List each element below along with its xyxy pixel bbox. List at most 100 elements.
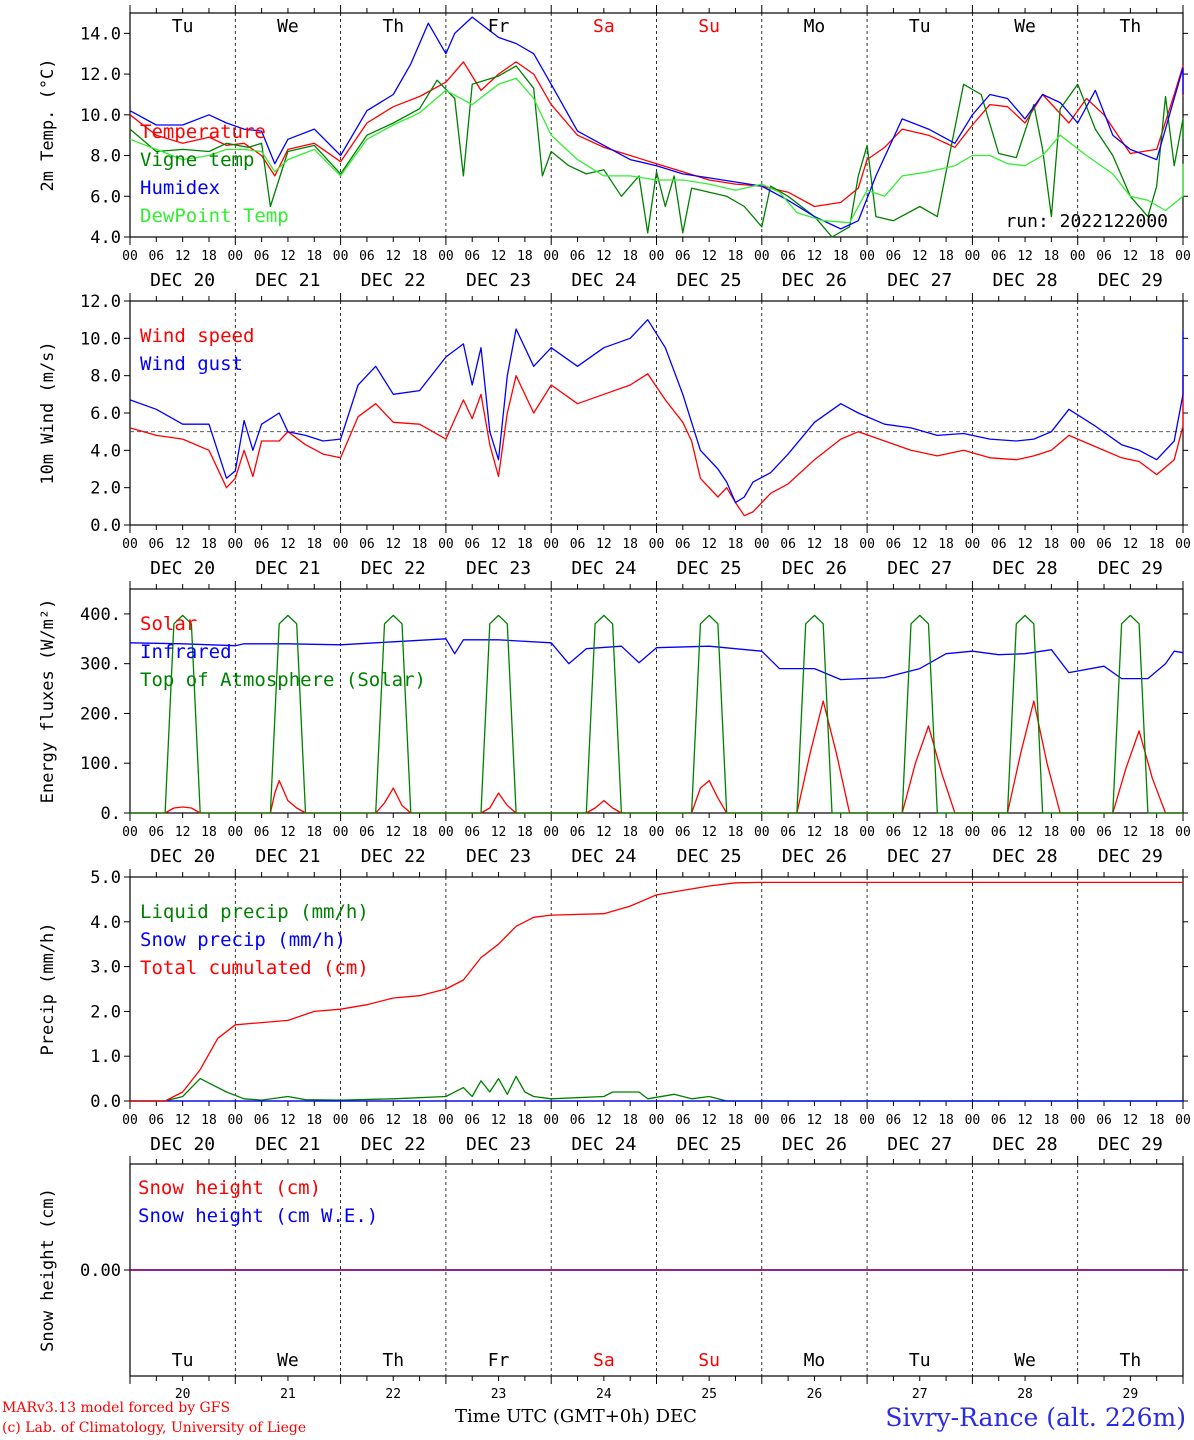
hour-tick-label: 18 <box>412 249 428 264</box>
hour-tick-label: 06 <box>780 1113 796 1128</box>
y-tick-label: 8.0 <box>90 147 121 167</box>
panel-frame <box>129 12 1184 238</box>
hour-tick-label: 00 <box>649 1113 665 1128</box>
weekday-label: Tu <box>172 16 194 37</box>
date-label: DEC 28 <box>993 1134 1058 1155</box>
hour-tick-label: 00 <box>859 537 875 552</box>
series-line <box>130 614 1183 814</box>
hour-tick-label: 00 <box>754 537 770 552</box>
hour-tick-label: 06 <box>780 249 796 264</box>
hour-tick-label: 12 <box>491 249 507 264</box>
hour-tick-label: 12 <box>596 249 612 264</box>
hour-tick-label: 12 <box>1017 1113 1033 1128</box>
hour-tick-label: 12 <box>807 537 823 552</box>
hour-tick-label: 06 <box>675 249 691 264</box>
weekday-label: We <box>277 16 299 37</box>
legend-entry: Humidex <box>140 177 220 199</box>
date-label: DEC 21 <box>255 270 320 291</box>
hour-tick-label: 06 <box>675 1113 691 1128</box>
hour-tick-label: 00 <box>649 249 665 264</box>
hour-tick-label: 18 <box>306 1113 322 1128</box>
hour-tick-label: 12 <box>1123 537 1139 552</box>
weekday-label: Th <box>1120 1350 1142 1371</box>
weekday-label: Su <box>698 16 720 37</box>
hour-tick-label: 06 <box>148 1113 164 1128</box>
hour-tick-label: 18 <box>622 249 638 264</box>
y-tick-label: 5.0 <box>90 868 121 888</box>
hour-tick-label: 12 <box>912 825 928 840</box>
hour-tick-label: 18 <box>517 249 533 264</box>
hour-tick-label: 18 <box>833 537 849 552</box>
hour-tick-label: 18 <box>728 825 744 840</box>
hour-tick-label: 12 <box>701 537 717 552</box>
hour-tick-label: 18 <box>201 1113 217 1128</box>
date-label: DEC 22 <box>361 558 426 579</box>
date-label: DEC 27 <box>887 846 952 867</box>
date-label: DEC 21 <box>255 1134 320 1155</box>
hour-tick-label: 12 <box>385 1113 401 1128</box>
legend-entry: Vigne temp <box>140 149 254 171</box>
weekday-label: Th <box>382 1350 404 1371</box>
y-tick-label: 400. <box>80 605 121 625</box>
y-tick-label: 8.0 <box>90 367 121 387</box>
hour-tick-label: 06 <box>254 1113 270 1128</box>
hour-tick-label: 06 <box>464 249 480 264</box>
hour-tick-label: 00 <box>438 825 454 840</box>
hour-tick-label: 18 <box>938 1113 954 1128</box>
hour-tick-label: 12 <box>596 1113 612 1128</box>
y-tick-label: 12.0 <box>80 65 121 85</box>
hour-tick-label: 12 <box>175 537 191 552</box>
y-axis-label: Snow height (cm) <box>38 1188 58 1352</box>
hour-tick-label: 00 <box>543 825 559 840</box>
hour-tick-label: 06 <box>254 825 270 840</box>
hour-tick-label: 00 <box>859 249 875 264</box>
station-name: Sivry-Rance (alt. 226m) <box>885 1403 1186 1432</box>
series-line <box>130 1075 1183 1102</box>
hour-tick-label: 18 <box>938 249 954 264</box>
hour-tick-label: 18 <box>1044 249 1060 264</box>
hour-tick-label: 12 <box>175 1113 191 1128</box>
date-label: DEC 27 <box>887 1134 952 1155</box>
legend-entry: Snow height (cm) <box>138 1177 321 1199</box>
weekday-label: Tu <box>172 1350 194 1371</box>
date-label: DEC 23 <box>466 1134 531 1155</box>
hour-tick-label: 18 <box>833 1113 849 1128</box>
hour-tick-label: 18 <box>306 825 322 840</box>
hour-tick-label: 00 <box>227 537 243 552</box>
hour-tick-label: 00 <box>543 249 559 264</box>
hour-tick-label: 18 <box>201 825 217 840</box>
y-axis-label: 2m Temp. (°C) <box>38 58 58 191</box>
hour-tick-label: 12 <box>1017 249 1033 264</box>
y-tick-label: 0.0 <box>90 516 121 536</box>
hour-tick-label: 12 <box>280 825 296 840</box>
hour-tick-label: 12 <box>701 249 717 264</box>
hour-tick-label: 18 <box>1149 825 1165 840</box>
hour-tick-label: 12 <box>385 537 401 552</box>
weekday-label: We <box>277 1350 299 1371</box>
hour-tick-label: 18 <box>1149 1113 1165 1128</box>
hour-tick-label: 06 <box>780 537 796 552</box>
hour-tick-label: 06 <box>148 537 164 552</box>
weekday-label: Tu <box>909 1350 931 1371</box>
hour-tick-label: 12 <box>912 537 928 552</box>
date-label: DEC 23 <box>466 846 531 867</box>
legend-entry: Snow height (cm W.E.) <box>138 1205 378 1227</box>
hour-tick-label: 12 <box>1017 537 1033 552</box>
hour-tick-label: 00 <box>859 825 875 840</box>
weekday-label: Sa <box>593 16 615 37</box>
date-label: DEC 22 <box>361 270 426 291</box>
weekday-label: Th <box>1120 16 1142 37</box>
date-label: DEC 21 <box>255 846 320 867</box>
date-label: DEC 24 <box>571 558 636 579</box>
hour-tick-label: 06 <box>254 537 270 552</box>
date-label: DEC 26 <box>782 846 847 867</box>
legend-entry: Wind gust <box>140 353 243 375</box>
hour-tick-label: 18 <box>938 825 954 840</box>
hour-tick-label: 18 <box>306 537 322 552</box>
hour-tick-label: 12 <box>1017 825 1033 840</box>
date-label: DEC 27 <box>887 270 952 291</box>
hour-tick-label: 18 <box>728 537 744 552</box>
y-tick-label: 4.0 <box>90 441 121 461</box>
hour-tick-label: 18 <box>517 537 533 552</box>
hour-tick-label: 00 <box>1070 825 1086 840</box>
